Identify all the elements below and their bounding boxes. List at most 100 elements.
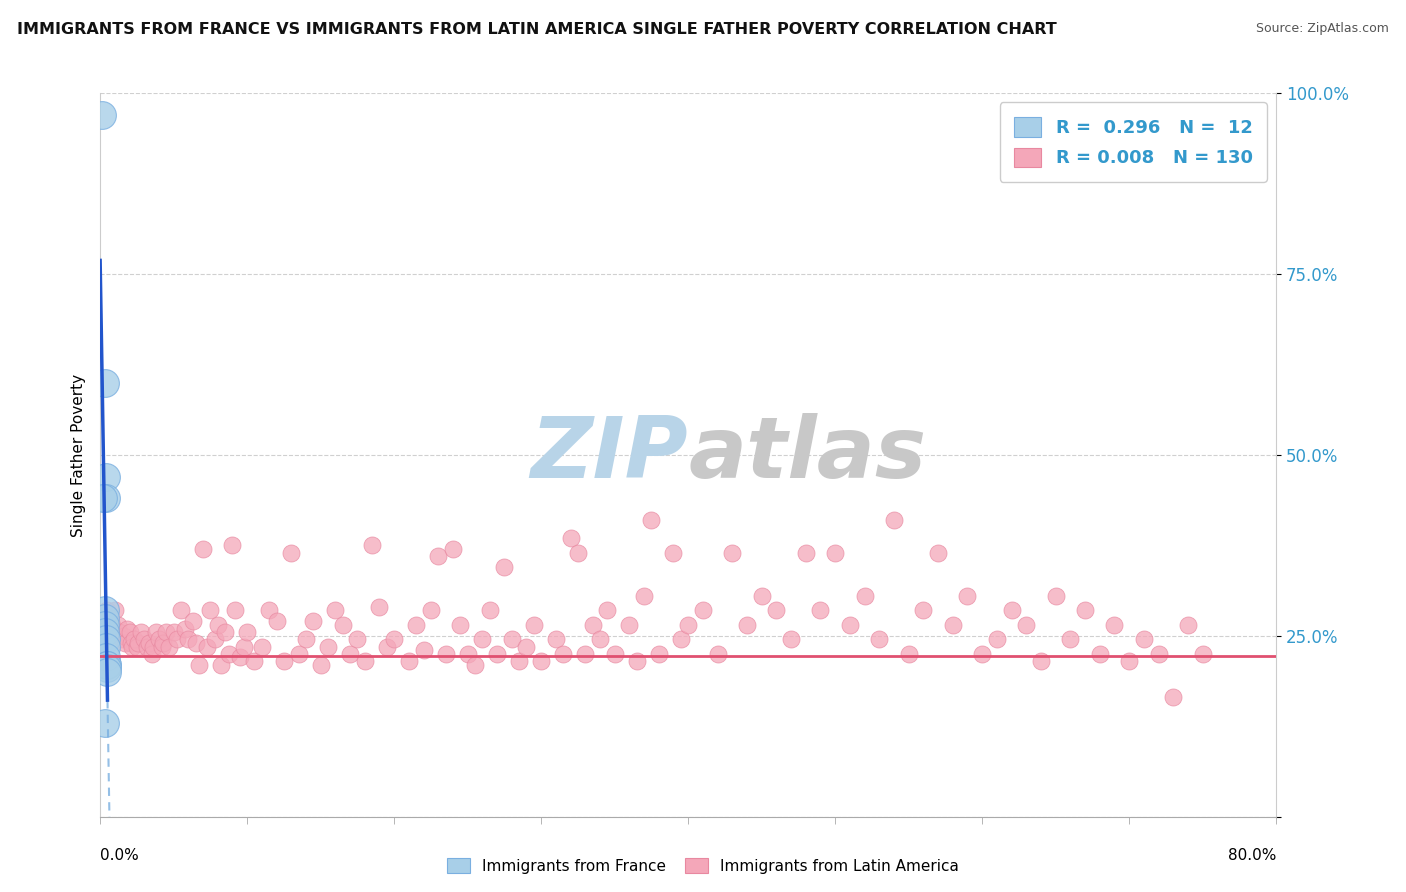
Point — [589, 632, 612, 647]
Point — [287, 647, 309, 661]
Point — [200, 603, 222, 617]
Point — [1118, 654, 1140, 668]
Y-axis label: Single Father Poverty: Single Father Poverty — [72, 374, 86, 536]
Point — [838, 618, 860, 632]
Point — [96, 657, 118, 672]
Legend: R =  0.296   N =  12, R = 0.008   N = 130: R = 0.296 N = 12, R = 0.008 N = 130 — [1000, 103, 1267, 182]
Point — [972, 647, 994, 661]
Point — [302, 615, 325, 629]
Point — [1059, 632, 1081, 647]
Point — [114, 636, 136, 650]
Point — [574, 647, 596, 661]
Point — [145, 625, 167, 640]
Point — [735, 618, 758, 632]
Point — [177, 632, 200, 647]
Point — [751, 589, 773, 603]
Point — [883, 513, 905, 527]
Point — [141, 647, 163, 661]
Point — [218, 647, 240, 661]
Point — [138, 636, 160, 650]
Point — [100, 610, 122, 624]
Legend: Immigrants from France, Immigrants from Latin America: Immigrants from France, Immigrants from … — [441, 852, 965, 880]
Point — [1104, 618, 1126, 632]
Point — [96, 665, 118, 679]
Point — [346, 632, 368, 647]
Point — [90, 108, 112, 122]
Point — [471, 632, 494, 647]
Point — [224, 603, 246, 617]
Point — [626, 654, 648, 668]
Point — [810, 603, 832, 617]
Point — [596, 603, 619, 617]
Point — [603, 647, 626, 661]
Point — [692, 603, 714, 617]
Point — [508, 654, 530, 668]
Point — [93, 610, 115, 624]
Point — [136, 640, 159, 654]
Point — [339, 647, 361, 661]
Point — [280, 545, 302, 559]
Point — [93, 618, 115, 632]
Point — [633, 589, 655, 603]
Point — [209, 657, 232, 672]
Point — [1045, 589, 1067, 603]
Point — [257, 603, 280, 617]
Point — [125, 640, 148, 654]
Point — [155, 625, 177, 640]
Point — [853, 589, 876, 603]
Point — [1133, 632, 1156, 647]
Point — [93, 625, 115, 640]
Point — [174, 622, 197, 636]
Point — [1088, 647, 1111, 661]
Point — [93, 603, 115, 617]
Point — [181, 615, 204, 629]
Point — [581, 618, 603, 632]
Point — [544, 632, 567, 647]
Point — [93, 376, 115, 390]
Point — [157, 640, 180, 654]
Point — [1015, 618, 1038, 632]
Text: ZIP: ZIP — [530, 414, 688, 497]
Point — [676, 618, 699, 632]
Point — [368, 599, 391, 614]
Point — [93, 715, 115, 730]
Point — [361, 538, 384, 552]
Point — [332, 618, 354, 632]
Point — [96, 603, 118, 617]
Point — [96, 657, 118, 672]
Point — [170, 603, 193, 617]
Point — [1000, 603, 1022, 617]
Point — [221, 538, 243, 552]
Point — [956, 589, 979, 603]
Point — [309, 657, 332, 672]
Point — [115, 622, 138, 636]
Point — [669, 632, 692, 647]
Point — [129, 625, 152, 640]
Point — [101, 618, 124, 632]
Point — [112, 629, 135, 643]
Point — [273, 654, 295, 668]
Point — [398, 654, 420, 668]
Point — [515, 640, 537, 654]
Point — [927, 545, 949, 559]
Point — [266, 615, 288, 629]
Point — [530, 654, 553, 668]
Point — [233, 640, 256, 654]
Point — [295, 632, 318, 647]
Point — [121, 640, 143, 654]
Point — [152, 636, 174, 650]
Point — [214, 625, 236, 640]
Point — [441, 541, 464, 556]
Point — [236, 625, 259, 640]
Text: 0.0%: 0.0% — [100, 848, 139, 863]
Point — [567, 545, 589, 559]
Point — [122, 632, 145, 647]
Point — [142, 640, 165, 654]
Point — [187, 657, 209, 672]
Point — [323, 603, 346, 617]
Text: 80.0%: 80.0% — [1227, 848, 1277, 863]
Point — [91, 491, 114, 506]
Point — [243, 654, 266, 668]
Point — [108, 625, 131, 640]
Point — [353, 654, 375, 668]
